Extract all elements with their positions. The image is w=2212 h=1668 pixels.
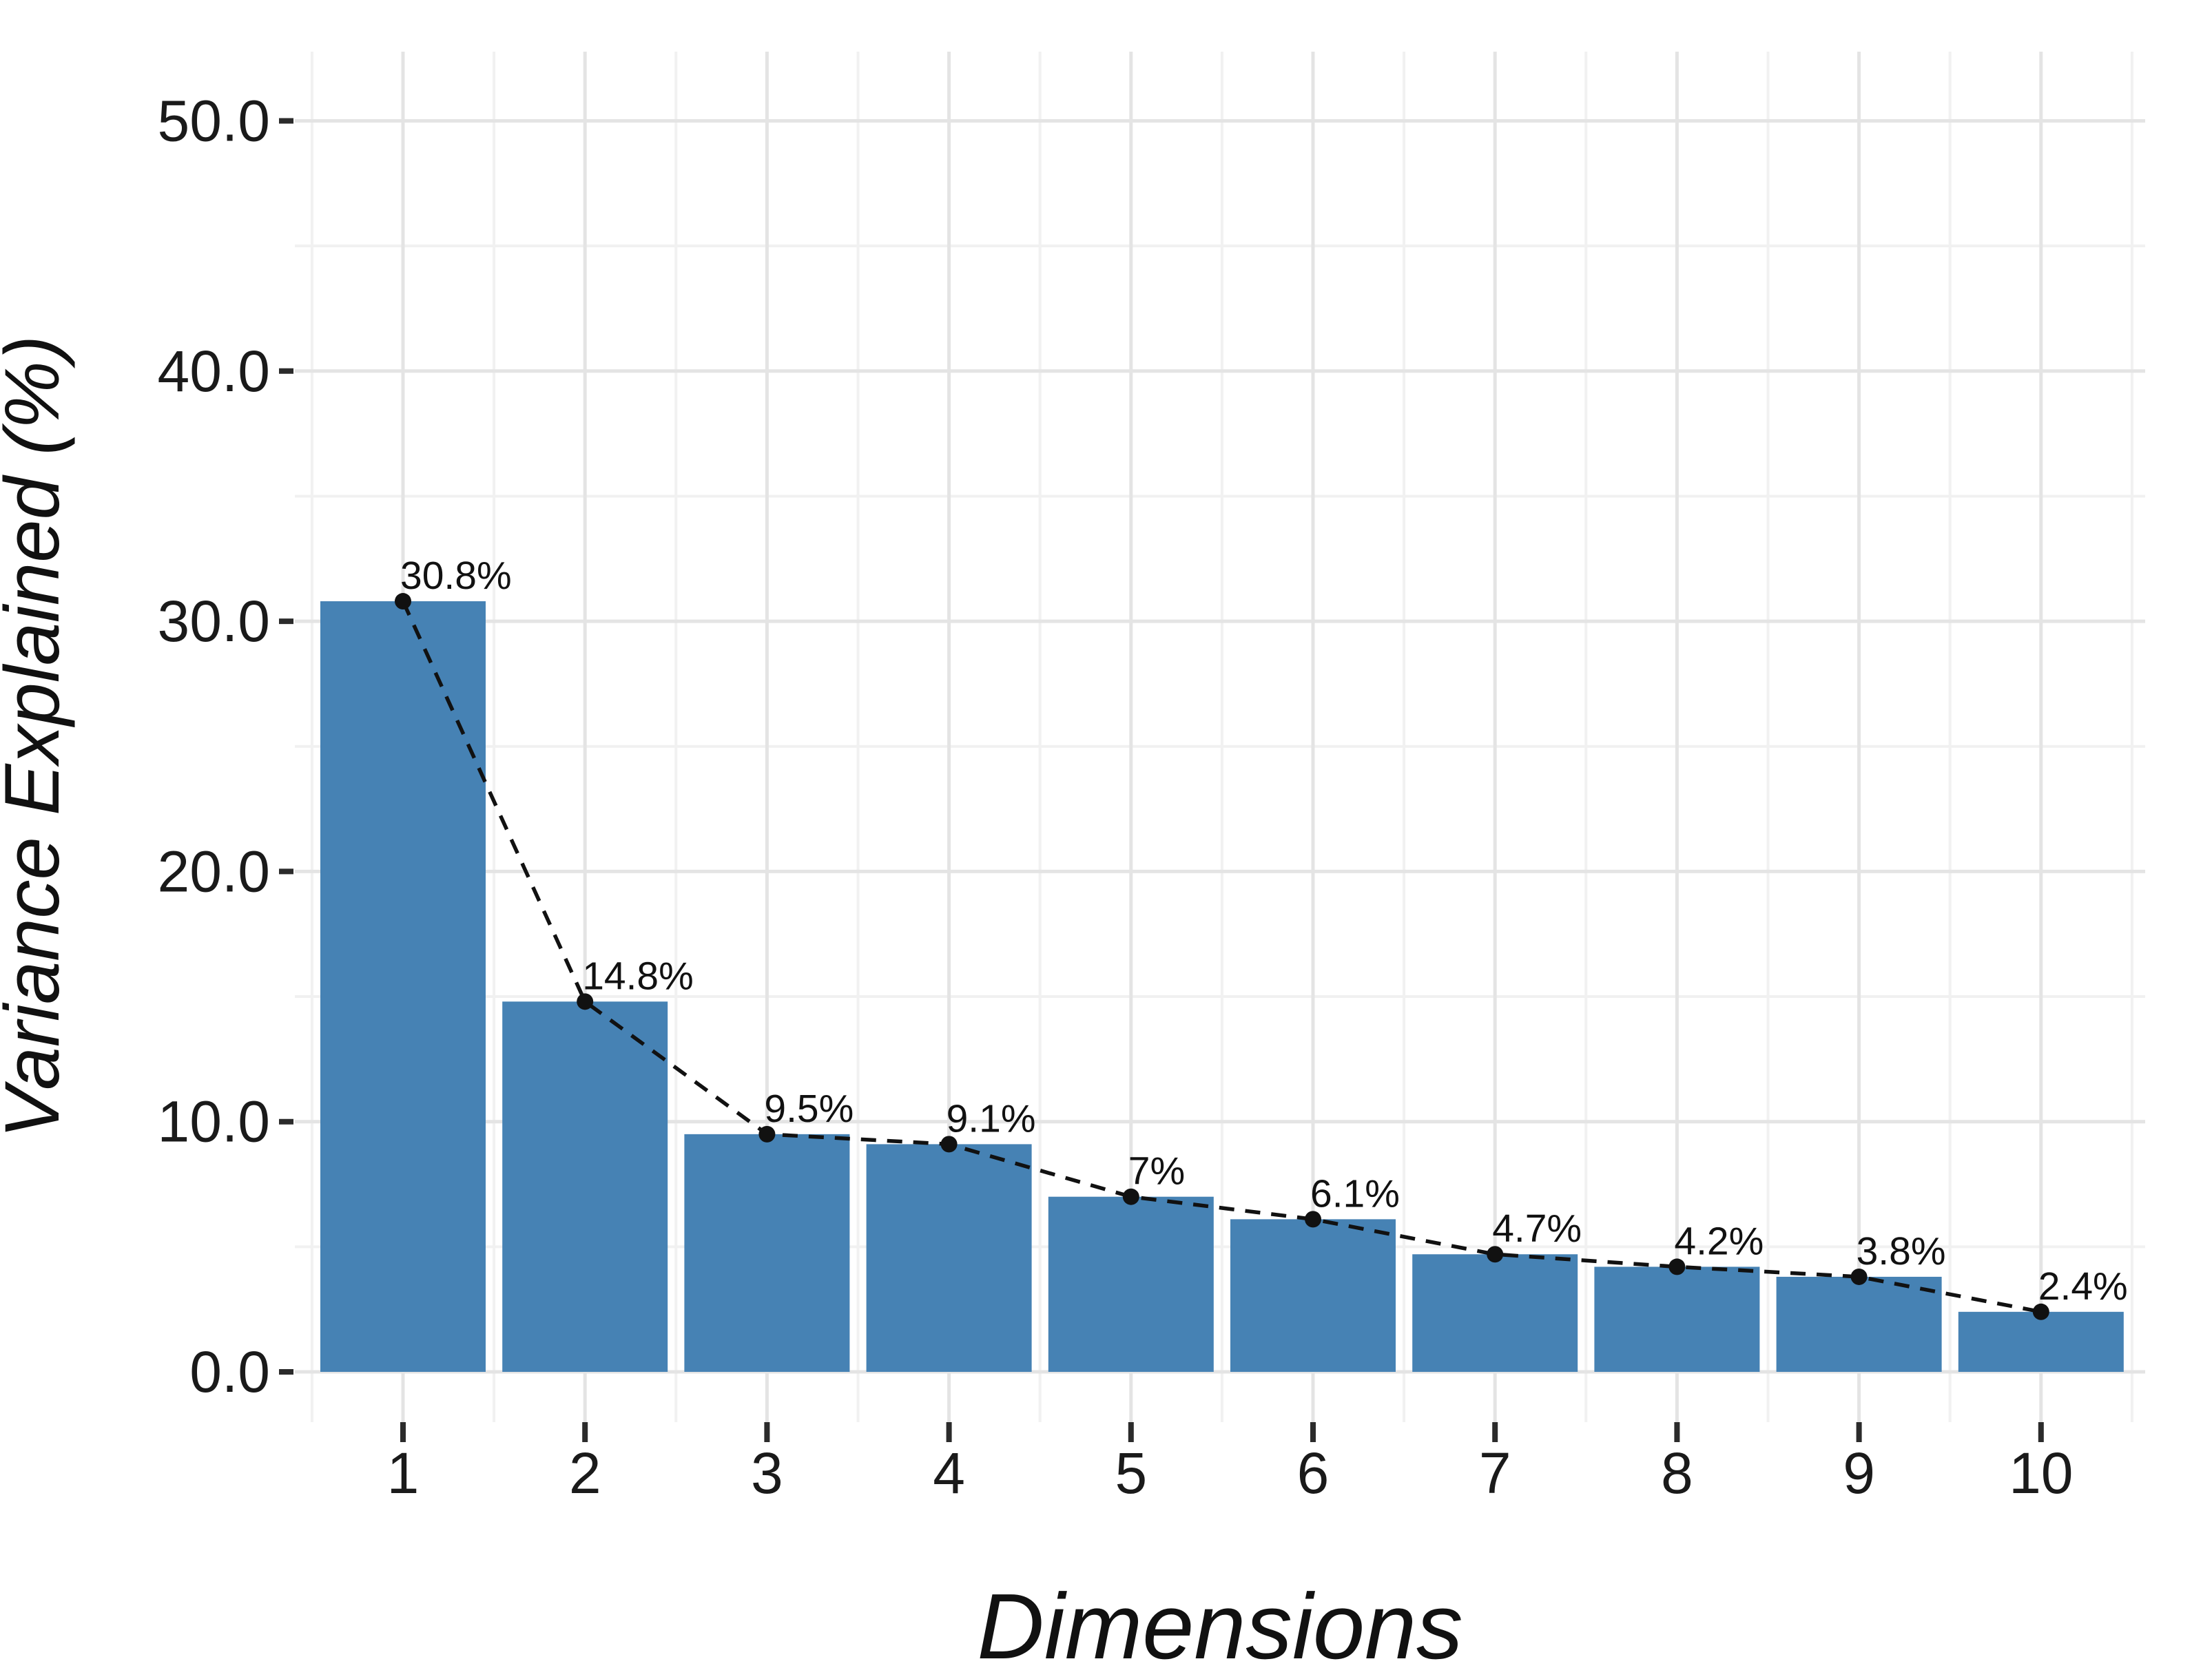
x-tick-label: 6 <box>1297 1441 1330 1505</box>
bar <box>1958 1311 2124 1372</box>
y-tick-label: 50.0 <box>158 89 271 154</box>
data-point-marker <box>1305 1211 1321 1228</box>
bar <box>1776 1276 1942 1372</box>
bars-group <box>320 601 2124 1372</box>
x-tick-label: 8 <box>1661 1441 1693 1505</box>
data-point-marker <box>2032 1303 2049 1320</box>
x-tick-label: 10 <box>2009 1441 2073 1505</box>
data-point-marker <box>577 993 594 1010</box>
data-point-marker <box>1122 1188 1139 1205</box>
data-label: 7% <box>1128 1149 1185 1193</box>
bar <box>1594 1266 1760 1372</box>
bar <box>502 1001 668 1372</box>
y-tick-label: 40.0 <box>158 339 271 404</box>
x-tick-label: 4 <box>933 1441 965 1505</box>
bar <box>684 1134 850 1372</box>
scree-markers-group <box>395 593 2049 1320</box>
data-label: 9.5% <box>764 1087 854 1131</box>
bar <box>320 601 486 1372</box>
x-tick-label: 2 <box>569 1441 601 1505</box>
y-tick-label: 0.0 <box>189 1339 270 1404</box>
data-point-marker <box>1487 1246 1504 1263</box>
x-tick-label: 7 <box>1479 1441 1511 1505</box>
bar <box>866 1144 1032 1372</box>
x-tick-label: 9 <box>1843 1441 1875 1505</box>
x-axis-title: Dimensions <box>977 1574 1462 1668</box>
y-tick-label: 10.0 <box>158 1090 271 1154</box>
data-point-marker <box>1668 1258 1686 1275</box>
data-label: 14.8% <box>582 954 694 998</box>
data-point-marker <box>758 1125 776 1143</box>
x-tick-label: 5 <box>1115 1441 1147 1505</box>
x-tick-label: 3 <box>751 1441 783 1505</box>
y-tick-label: 30.0 <box>158 589 271 654</box>
bar <box>1412 1254 1578 1372</box>
axis-tick-marks <box>279 118 2044 1442</box>
data-labels-group: 30.8% 14.8% 9.5% 9.1% 7% 6.1% 4.7% 4.2% 3.8% 2.4% <box>400 554 2128 1309</box>
data-point-marker <box>940 1136 958 1153</box>
data-label: 6.1% <box>1310 1171 1400 1216</box>
y-axis-title: Variance Explained (%) <box>0 335 75 1138</box>
data-label: 4.7% <box>1492 1207 1582 1251</box>
bar <box>1230 1219 1396 1372</box>
y-tick-label: 20.0 <box>158 839 271 904</box>
data-point-marker <box>395 593 411 610</box>
bar <box>1048 1196 1214 1372</box>
data-point-marker <box>1850 1268 1868 1285</box>
scree-line-group <box>401 600 2042 1314</box>
data-label: 2.4% <box>2038 1264 2128 1309</box>
data-label: 9.1% <box>947 1096 1036 1140</box>
gridlines-minor <box>295 52 2145 1422</box>
axis-tick-labels: 0.0 10.0 20.0 30.0 40.0 50.0 1 2 3 4 5 6 7 8 9 10 <box>158 89 2074 1506</box>
data-label: 4.2% <box>1674 1219 1764 1263</box>
scree-line <box>401 600 2042 1314</box>
x-tick-label: 1 <box>387 1441 420 1505</box>
data-label: 3.8% <box>1857 1229 1946 1273</box>
data-label: 30.8% <box>400 554 512 598</box>
